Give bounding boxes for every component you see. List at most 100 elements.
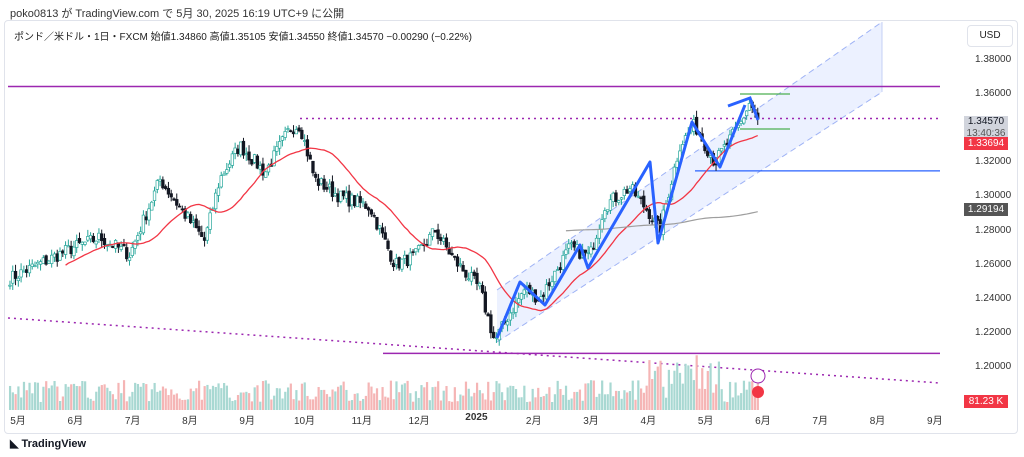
volume-bar <box>612 396 615 410</box>
candle <box>86 236 90 241</box>
candle <box>44 255 48 265</box>
candle <box>122 244 126 247</box>
candle <box>466 278 471 281</box>
logo-text: TradingView <box>21 438 87 450</box>
volume-bar <box>581 400 584 410</box>
volume-bar <box>231 400 234 410</box>
volume-bar <box>392 399 395 410</box>
volume-bar <box>67 386 70 410</box>
candle <box>158 178 162 182</box>
time-tick: 7月 <box>812 416 828 427</box>
candle <box>561 254 565 270</box>
volume-bar <box>445 386 448 410</box>
volume-bar <box>501 392 504 410</box>
time-tick: 8月 <box>182 416 198 427</box>
candle <box>52 253 57 258</box>
volume-bar <box>186 399 190 410</box>
candle <box>189 214 193 224</box>
volume-bar <box>348 400 351 410</box>
channel-lower-line <box>496 91 883 343</box>
candle <box>47 260 51 264</box>
volume-bar <box>286 387 290 410</box>
volume-bar <box>728 381 732 410</box>
tradingview-logo: ◣ TradingView <box>10 437 86 450</box>
currency-button[interactable]: USD <box>967 25 1013 47</box>
candle <box>241 140 246 156</box>
candle <box>77 238 82 243</box>
volume-bar <box>89 398 92 410</box>
candle <box>147 208 151 221</box>
volume-bar <box>147 401 151 410</box>
volume-bar <box>278 388 281 410</box>
candle <box>66 245 71 248</box>
candle <box>611 192 615 203</box>
volume-bar <box>492 392 495 410</box>
candle <box>69 245 73 255</box>
candle <box>428 234 432 246</box>
volume-bar <box>420 385 423 410</box>
volume-bar <box>206 384 209 410</box>
ma-slow-label: 1.29194 <box>964 203 1008 216</box>
candle <box>333 193 337 197</box>
candle <box>16 277 20 282</box>
candle <box>294 129 298 135</box>
candle <box>100 233 104 242</box>
candle <box>364 203 368 209</box>
candle <box>486 313 490 317</box>
volume-bar <box>228 397 231 410</box>
volume-bar <box>120 393 123 410</box>
time-tick: 6月 <box>67 416 84 427</box>
candle <box>450 252 454 256</box>
candle <box>172 198 176 201</box>
price-tick: 1.24000 <box>975 292 1012 304</box>
volume-bar <box>651 379 654 410</box>
volume-bar <box>715 384 718 410</box>
volume-bar <box>36 382 39 410</box>
candle <box>469 272 474 282</box>
price-tick: 1.20000 <box>975 361 1012 373</box>
candle <box>719 148 724 152</box>
candle <box>514 300 518 313</box>
volume-bar <box>122 380 126 410</box>
last-price: 1.34570 <box>967 116 1005 127</box>
volume-bar <box>189 388 192 410</box>
volume-bar <box>353 393 356 410</box>
volume-bar <box>737 395 740 410</box>
volume-bar <box>384 396 387 410</box>
volume-bar <box>86 397 90 410</box>
volume-bar <box>248 393 251 410</box>
volume-bar <box>359 400 362 410</box>
chart-frame <box>4 20 1018 434</box>
volume-bar <box>462 395 465 410</box>
volume-bar <box>639 388 643 410</box>
volume-bar <box>61 396 64 410</box>
volume-bar <box>350 400 354 410</box>
volume-bar <box>273 395 276 410</box>
candle <box>208 212 212 230</box>
volume-bar <box>459 394 462 410</box>
volume-bar <box>250 401 254 410</box>
volume-bar <box>172 394 176 410</box>
volume-bar <box>11 392 14 410</box>
volume-bar <box>473 392 476 410</box>
volume-bar <box>570 398 573 410</box>
candle <box>138 231 143 235</box>
candle <box>489 314 493 334</box>
volume-bar <box>631 380 634 410</box>
volume-bar <box>153 382 156 410</box>
volume-bar <box>387 397 390 410</box>
volume-bar <box>136 383 140 410</box>
candle <box>572 241 576 248</box>
volume-bar <box>578 389 582 410</box>
volume-bar <box>203 386 206 410</box>
volume-bar <box>336 386 340 410</box>
candle <box>617 200 621 203</box>
volume-bar <box>589 380 593 410</box>
volume-bar <box>217 383 220 410</box>
candle <box>569 242 574 245</box>
candle <box>408 252 412 266</box>
volume-bar <box>239 392 242 410</box>
volume-bar <box>567 399 570 410</box>
candle <box>63 245 68 255</box>
